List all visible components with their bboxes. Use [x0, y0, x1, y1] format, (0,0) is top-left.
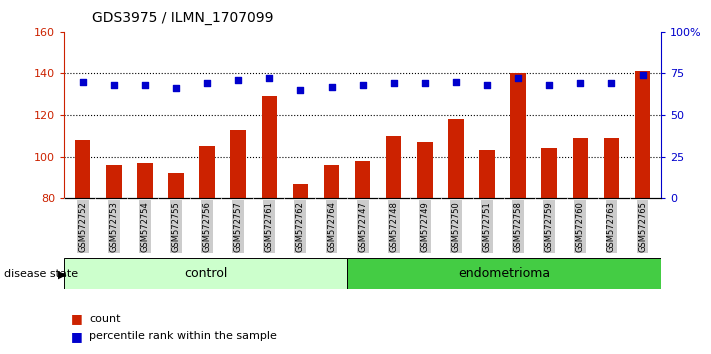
Point	[637, 72, 648, 78]
Bar	[106, 165, 122, 198]
Bar	[417, 142, 432, 198]
Bar	[355, 161, 370, 198]
Bar	[137, 163, 153, 198]
Point	[108, 82, 119, 88]
Bar	[199, 146, 215, 198]
Bar	[510, 73, 526, 198]
Bar	[542, 148, 557, 198]
Text: ■: ■	[71, 312, 83, 325]
Text: GDS3975 / ILMN_1707099: GDS3975 / ILMN_1707099	[92, 11, 274, 25]
Point	[606, 81, 617, 86]
Bar	[64, 258, 347, 289]
Point	[139, 82, 151, 88]
Point	[481, 82, 493, 88]
Point	[543, 82, 555, 88]
Bar	[604, 138, 619, 198]
Text: control: control	[183, 267, 227, 280]
Point	[513, 76, 524, 81]
Bar	[347, 258, 661, 289]
Bar	[262, 96, 277, 198]
Point	[77, 79, 88, 85]
Text: count: count	[89, 314, 120, 324]
Text: percentile rank within the sample: percentile rank within the sample	[89, 331, 277, 341]
Bar	[479, 150, 495, 198]
Point	[294, 87, 306, 93]
Point	[357, 82, 368, 88]
Bar	[386, 136, 402, 198]
Bar	[230, 130, 246, 198]
Point	[232, 77, 244, 83]
Text: endometrioma: endometrioma	[458, 267, 550, 280]
Point	[419, 81, 431, 86]
Bar	[324, 165, 339, 198]
Bar	[75, 140, 90, 198]
Point	[264, 76, 275, 81]
Point	[170, 86, 181, 91]
Bar	[635, 72, 651, 198]
Text: ■: ■	[71, 330, 83, 343]
Text: ▶: ▶	[58, 269, 67, 279]
Point	[450, 79, 461, 85]
Bar	[572, 138, 588, 198]
Bar	[293, 184, 308, 198]
Point	[201, 81, 213, 86]
Point	[388, 81, 400, 86]
Bar	[169, 173, 183, 198]
Text: disease state: disease state	[4, 269, 77, 279]
Bar	[448, 119, 464, 198]
Point	[574, 81, 586, 86]
Point	[326, 84, 337, 90]
